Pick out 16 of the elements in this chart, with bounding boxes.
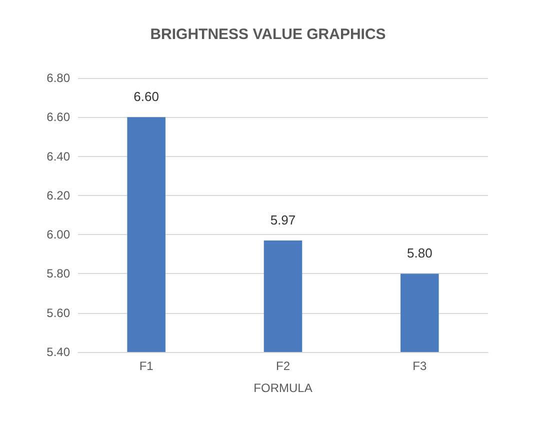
y-tick-label: 5.80	[46, 266, 70, 281]
y-tick-label: 6.60	[46, 110, 70, 124]
chart-title: BRIGHTNESS VALUE GRAPHICS	[150, 26, 386, 43]
y-tick-label: 6.40	[46, 149, 70, 164]
x-tick-label: F3	[412, 359, 427, 373]
data-label: 5.80	[407, 246, 432, 261]
x-tick-label: F2	[276, 359, 290, 373]
x-axis-title: FORMULA	[254, 381, 312, 395]
y-tick-label: 5.40	[46, 345, 70, 359]
y-tick-label: 6.20	[46, 188, 70, 202]
data-label: 5.97	[270, 212, 296, 228]
data-label: 6.60	[134, 89, 159, 104]
y-tick-label: 5.60	[46, 306, 70, 320]
y-tick-label: 6.80	[46, 71, 70, 85]
y-tick-label: 6.00	[46, 228, 70, 242]
x-tick-label: F1	[139, 359, 154, 373]
